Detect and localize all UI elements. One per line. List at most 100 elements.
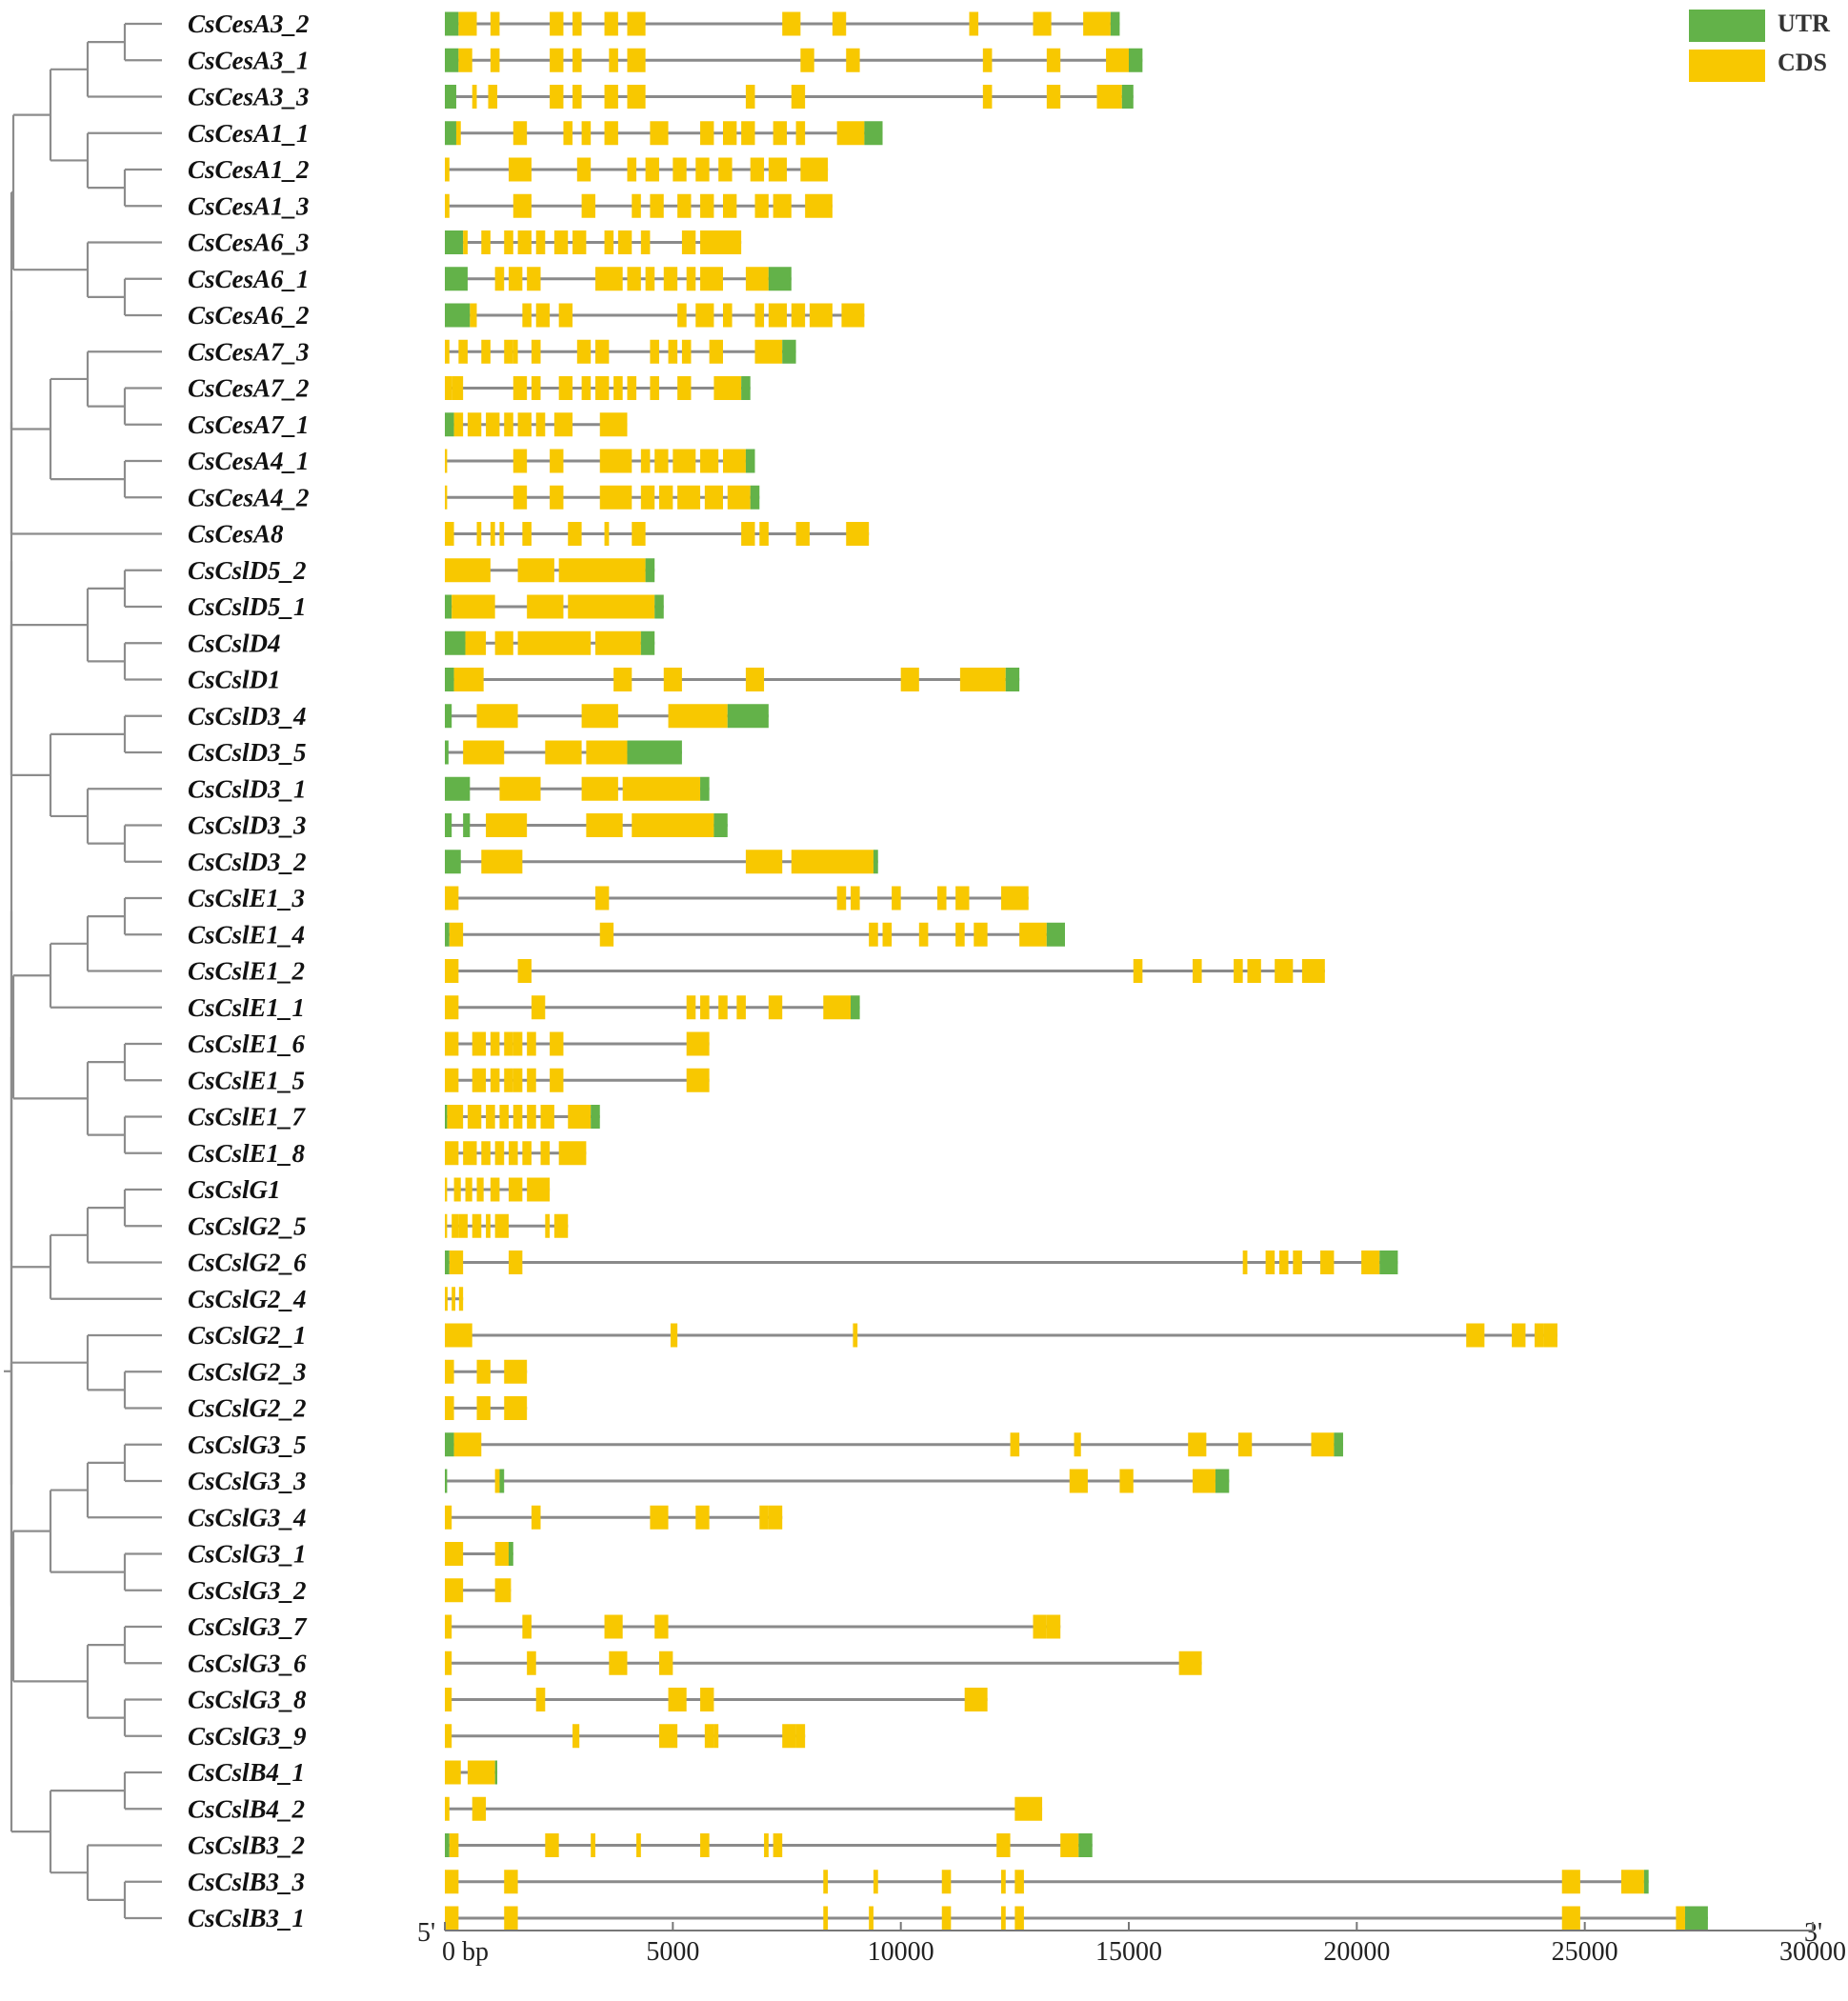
cds-segment [445,522,454,546]
cds-segment [754,339,783,364]
gene-row: CsCslG2_2 [188,1394,528,1423]
cds-segment [550,48,564,72]
cds-segment [768,1505,783,1530]
gene-label: CsCslD3_2 [188,848,307,876]
cds-segment [527,594,564,619]
cds-segment [494,1213,510,1238]
cds-segment [512,193,532,218]
gene-label: CsCslD3_1 [188,774,307,803]
cds-segment [463,1141,477,1166]
cds-segment [550,85,564,109]
gene-row: CsCslB4_2 [188,1794,1043,1823]
cds-segment [467,1760,495,1785]
cds-segment [553,412,573,437]
cds-segment [754,303,765,328]
cds-segment [654,449,669,473]
cds-segment [445,1724,452,1749]
utr-segment [1110,11,1120,36]
cds-segment [759,1505,769,1530]
utr-segment [627,740,682,765]
cds-segment [445,1688,452,1711]
cds-segment [851,886,860,910]
cds-segment [445,1906,459,1931]
axis-tick-label: 25000 [1552,1937,1618,1967]
cds-segment [941,1906,952,1931]
cds-segment [736,995,746,1020]
cds-segment [974,922,988,947]
gene-row: CsCslB3_1 [188,1904,1708,1932]
cds-segment [594,886,610,910]
cds-segment [453,412,464,437]
cds-segment [445,1651,452,1675]
gene-structures: CsCesA3_2 CsCesA3_1 CsCesA3_3 CsCesA1_1 CsCe… [188,10,1708,1932]
cds-segment [472,1068,487,1092]
legend: UTR CDS [1689,10,1830,82]
cds-segment [458,339,468,364]
cds-segment [1247,959,1261,983]
cds-segment [527,1105,536,1129]
gene-row: CsCesA8 [188,520,870,549]
utr-segment [640,630,655,655]
cds-segment [700,1833,710,1857]
gene-row: CsCslG1 [188,1175,551,1204]
cds-segment [627,11,646,36]
cds-segment [494,1141,505,1166]
cds-segment [722,303,733,328]
gene-label: CsCslE1_2 [188,957,305,986]
gene-label: CsCesA4_1 [188,447,310,475]
gene-label: CsCesA6_3 [188,229,310,257]
utr-segment [713,813,728,837]
cds-segment [527,267,541,291]
utr-segment [727,704,769,729]
cds-segment [445,995,459,1020]
utr-segment [1215,1469,1230,1493]
cds-segment [795,121,806,146]
cds-segment [636,1833,641,1857]
cds-segment [1466,1323,1485,1348]
cds-segment [594,376,610,400]
gene-label: CsCslE1_1 [188,993,305,1022]
gene-label: CsCesA6_2 [188,301,310,330]
cds-segment [452,1213,459,1238]
cds-segment [795,522,810,546]
cds-segment [718,157,733,182]
cds-segment [599,449,633,473]
cds-segment [550,449,564,473]
cds-segment [754,193,769,218]
utr-segment [445,230,464,254]
cds-segment [713,376,742,400]
utr-segment [768,267,792,291]
cds-segment [1512,1323,1526,1348]
gene-row: CsCslE1_3 [188,884,1029,912]
utr-segment [445,704,452,729]
gene-row: CsCesA4_2 [188,483,760,511]
cds-segment [517,412,532,437]
cds-segment [445,1614,452,1639]
bp-axis: 5' 3' 0 bp 5000 10000 15000 20000 25000 30000 [417,1918,1846,1967]
gene-label: CsCslB4_1 [188,1758,305,1787]
cds-segment [545,1213,551,1238]
gene-row: CsCslG3_8 [188,1686,988,1714]
cds-segment [490,522,495,546]
cds-segment [791,850,874,874]
cds-segment [594,630,641,655]
gene-row: CsCesA3_2 [188,10,1120,38]
cds-segment [650,193,664,218]
cds-segment [823,1906,829,1931]
utr-segment [463,813,471,837]
cds-segment [490,1068,500,1092]
cds-segment [1069,1469,1088,1493]
gene-row: CsCslG3_7 [188,1612,1061,1641]
cds-segment [1014,1796,1043,1821]
cds-segment [1178,1651,1202,1675]
cds-segment [445,1542,464,1566]
cds-segment [512,1105,523,1129]
cds-segment [869,922,878,947]
cds-segment [632,193,641,218]
cds-segment [627,376,637,400]
cds-segment [449,922,464,947]
cds-segment [481,1141,491,1166]
utr-segment [445,1432,454,1457]
cds-segment [445,1323,472,1348]
cds-segment [1242,1251,1248,1274]
